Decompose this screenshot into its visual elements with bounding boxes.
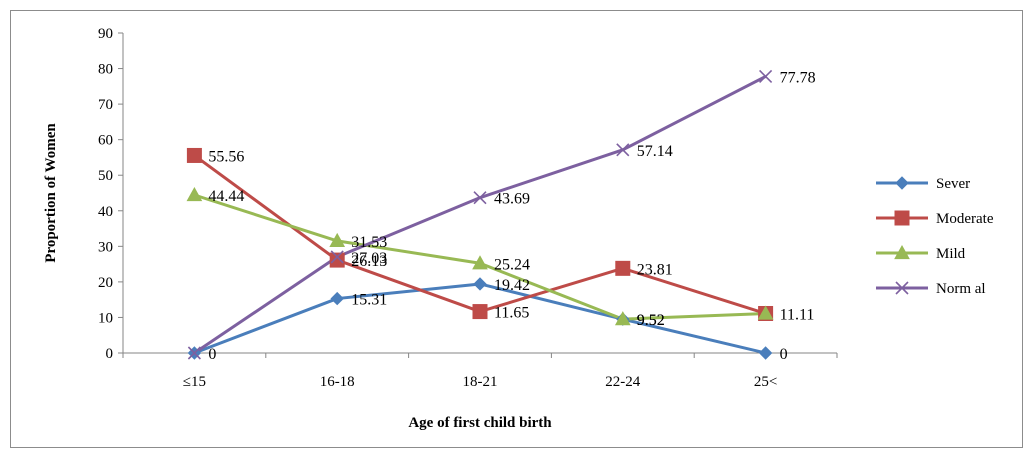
y-tick-label: 0	[106, 346, 114, 362]
legend-label: Sever	[936, 176, 970, 192]
legend-item-mild: Mild	[876, 244, 966, 262]
data-point-sever	[330, 291, 344, 306]
data-point-moderate	[186, 147, 202, 163]
axes: 0 10 20 30 40 50 60 70 80 90 ≤15 16-18 18-21 22-24 25<	[98, 26, 838, 390]
data-point-normal	[473, 191, 487, 205]
data-point-normal	[187, 346, 201, 360]
data-labels: 0 15.31 19.42 9.52 0 55.56 26.13 11.65 23.81 11.1…	[208, 69, 815, 363]
legend-label: Mild	[936, 246, 966, 262]
data-label-moderate: 23.81	[637, 261, 673, 278]
data-point-mild	[186, 186, 203, 202]
legend-marker	[894, 210, 910, 226]
data-point-mild	[329, 232, 346, 247]
series-markers	[186, 69, 774, 360]
x-tick-label: ≤15	[183, 374, 206, 390]
data-point-normal	[616, 143, 630, 157]
y-tick-label: 60	[98, 133, 113, 149]
data-label-mild: 25.24	[494, 256, 530, 273]
data-point-sever	[758, 346, 773, 360]
data-point-sever	[473, 277, 487, 291]
x-tick-label: 22-24	[605, 374, 640, 390]
data-point-moderate	[615, 260, 631, 276]
data-label-mild: 31.53	[351, 234, 387, 251]
y-tick-label: 40	[98, 204, 113, 220]
data-label-moderate: 55.56	[208, 148, 244, 165]
legend-marker	[895, 281, 909, 295]
data-point-normal	[759, 69, 773, 84]
y-tick-label: 30	[98, 239, 113, 255]
data-label-sever: 0	[208, 346, 216, 363]
data-label-moderate: 11.65	[494, 305, 529, 322]
data-point-mild	[614, 311, 631, 326]
data-label-mild: 9.52	[637, 312, 665, 329]
data-label-normal: 43.69	[494, 191, 530, 208]
y-axis-title: Proportion of Women	[43, 123, 59, 263]
y-tick-label: 50	[98, 168, 113, 184]
legend-item-moderate: Moderate	[876, 210, 994, 227]
data-label-moderate: 26.13	[351, 253, 387, 270]
data-point-mild	[472, 255, 488, 270]
data-label-sever: 0	[780, 346, 788, 363]
data-point-moderate	[329, 252, 345, 268]
data-label-normal: 27.03	[351, 250, 387, 267]
data-label-moderate: 11.11	[780, 306, 815, 323]
legend-marker	[895, 176, 909, 190]
x-tick-label: 18-21	[463, 374, 498, 390]
x-axis-title: Age of first child birth	[408, 415, 552, 431]
legend-label: Norm al	[936, 281, 986, 297]
chart-frame	[10, 10, 1023, 448]
legend-marker	[894, 244, 910, 260]
data-label-sever: 19.42	[494, 277, 530, 294]
data-point-mild	[757, 305, 774, 320]
legend-item-sever: Sever	[876, 176, 970, 192]
y-tick-label: 70	[98, 97, 113, 113]
x-tick-label: 16-18	[320, 374, 355, 390]
data-label-sever: 15.31	[351, 292, 387, 309]
data-point-moderate	[472, 304, 488, 320]
y-tick-label: 90	[98, 26, 113, 42]
y-tick-label: 10	[98, 310, 113, 326]
data-label-sever: 9.52	[637, 312, 665, 329]
data-label-normal: 77.78	[780, 69, 816, 86]
y-tick-label: 20	[98, 275, 113, 291]
y-tick-label: 80	[98, 62, 113, 78]
data-label-normal: 57.14	[637, 143, 673, 160]
data-label-mild: 44.44	[208, 188, 244, 205]
data-point-normal	[330, 250, 344, 264]
legend: Sever Moderate Mild Norm al	[876, 176, 994, 297]
legend-item-normal: Norm al	[876, 281, 986, 297]
legend-label: Moderate	[936, 211, 994, 227]
x-tick-label: 25<	[754, 374, 777, 390]
